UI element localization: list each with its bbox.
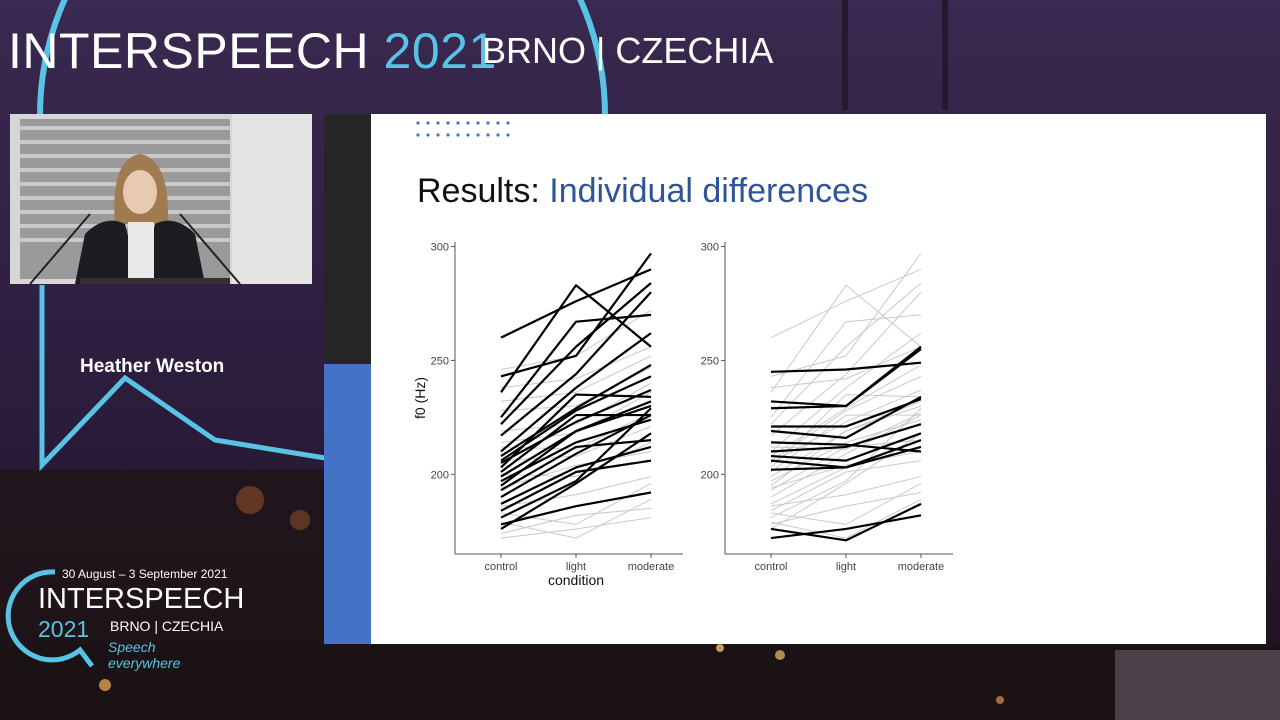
plot0-highlighted-series-line <box>500 389 652 464</box>
plot1-faded-series-line <box>770 451 922 489</box>
logo-tagline-line2: everywhere <box>108 655 181 671</box>
plot1-faded-series-line <box>770 332 922 452</box>
conference-logo: 30 August – 3 September 2021 INTERSPEECH… <box>0 558 244 678</box>
plot1-x-tick-label-light: light <box>836 561 856 573</box>
plot0-y-tick-label: 300 <box>431 242 449 254</box>
logo-location: BRNO | CZECHIA <box>110 618 224 634</box>
plot1-highlighted-series-line <box>771 398 922 428</box>
plot0-highlighted-series-line <box>500 364 652 458</box>
logo-tagline-line1: Speech <box>108 639 156 655</box>
plot0-faded-series-line <box>500 517 652 539</box>
logo-name: INTERSPEECH <box>38 583 245 615</box>
plot1-highlighted-series-line <box>770 445 922 471</box>
plot0-highlighted-series-line <box>500 332 652 453</box>
plot0-highlighted-series-line <box>500 313 652 419</box>
plot1-highlighted-series-line <box>770 432 922 462</box>
plot1-x-tick-label-moderate: moderate <box>898 561 944 573</box>
slide-title: Results: Individual differences <box>417 172 868 211</box>
plot0-highlighted-series-line <box>500 404 652 487</box>
slide-side-bar-blue <box>324 364 371 644</box>
plot1-faded-series-line <box>770 284 922 393</box>
plot0-highlighted-series-line <box>500 393 652 469</box>
speaker-video <box>10 114 312 284</box>
plot1-faded-series-line <box>770 364 922 457</box>
plot1-y-tick-label: 300 <box>701 242 719 254</box>
plot1-highlighted-series-line <box>770 502 922 542</box>
plot0-y-axis-title: f0 (Hz) <box>412 377 428 419</box>
plot1-faded-series-line <box>770 268 922 339</box>
plot1-faded-series-line <box>770 412 922 450</box>
plot1-faded-series-line <box>770 291 922 436</box>
decorative-dots <box>416 121 510 137</box>
plot1-x-tick-label-control: control <box>754 561 787 573</box>
plot1-faded-series-line <box>770 405 922 487</box>
plot0-highlighted-series-line <box>500 252 652 378</box>
plot1-faded-series-line <box>770 282 922 425</box>
event-year: 2021 <box>383 23 497 79</box>
plot0-x-tick-label-light: light <box>566 561 586 573</box>
plot0-x-axis-title: condition <box>548 572 604 588</box>
plot1-highlighted-series-line <box>770 423 922 453</box>
right-line-plot: 200 250 300 control light moderate <box>701 242 953 573</box>
plot0-highlighted-series-line <box>500 291 652 437</box>
plot1-faded-series-line <box>770 498 922 539</box>
event-location: BRNO | CZECHIA <box>482 30 774 71</box>
plot0-highlighted-series-line <box>500 268 652 339</box>
plot0-highlighted-series-line <box>500 407 652 519</box>
slide-title-accent: Individual differences <box>549 172 869 210</box>
speaker-name: Heather Weston <box>80 356 225 377</box>
plot0-highlighted-series-line <box>500 459 652 512</box>
plot1-faded-series-line <box>770 460 922 512</box>
plot0-faded-series-line <box>500 451 652 489</box>
plot0-y-tick-label: 250 <box>431 355 449 367</box>
plot0-highlighted-series-line <box>500 414 652 499</box>
plot0-faded-series-line <box>500 412 652 450</box>
plot0-faded-series-line <box>500 426 652 462</box>
plot0-highlighted-series-line <box>500 432 652 530</box>
plot1-faded-series-line <box>770 482 922 525</box>
plot1-highlighted-series-line <box>770 514 922 540</box>
plot1-faded-series-line <box>770 476 922 507</box>
plot1-faded-series-line <box>770 414 922 498</box>
plot1-faded-series-line <box>770 253 922 377</box>
plot1-faded-series-line <box>770 414 921 473</box>
left-line-plot: 200 250 300 control light moderate f0 (Hz) cond… <box>412 242 683 588</box>
plot0-highlighted-series-line <box>500 284 652 393</box>
plot1-highlighted-series-line <box>770 361 922 373</box>
plot0-faded-series-line <box>500 507 652 534</box>
plot1-highlighted-series-line <box>770 395 922 439</box>
slide-title-prefix: Results: <box>417 172 550 210</box>
plot1-y-tick-label: 250 <box>701 355 719 367</box>
plot0-x-tick-label-moderate: moderate <box>628 561 674 573</box>
plot0-highlighted-series-line <box>500 439 652 492</box>
plot0-x-tick-label-control: control <box>484 561 517 573</box>
plot1-y-tick-label: 200 <box>701 469 719 481</box>
event-name: INTERSPEECH <box>8 23 370 79</box>
presentation-slide: Results: Individual differences 200 250 30… <box>371 114 1266 644</box>
plot0-highlighted-series-line <box>500 282 652 425</box>
event-title: INTERSPEECH 2021 <box>8 22 497 80</box>
plot0-highlighted-series-line <box>500 491 652 526</box>
slide-side-bar-dark <box>324 114 371 364</box>
plot0-y-tick-label: 200 <box>431 469 449 481</box>
plot1-highlighted-series-line <box>770 348 922 410</box>
logo-year: 2021 <box>38 616 90 642</box>
plot0-faded-series-line <box>500 476 652 507</box>
plot0-highlighted-series-line <box>500 445 652 505</box>
plot1-faded-series-line <box>770 314 922 418</box>
plot1-faded-series-line <box>770 346 922 389</box>
logo-dates: 30 August – 3 September 2021 <box>62 567 228 581</box>
